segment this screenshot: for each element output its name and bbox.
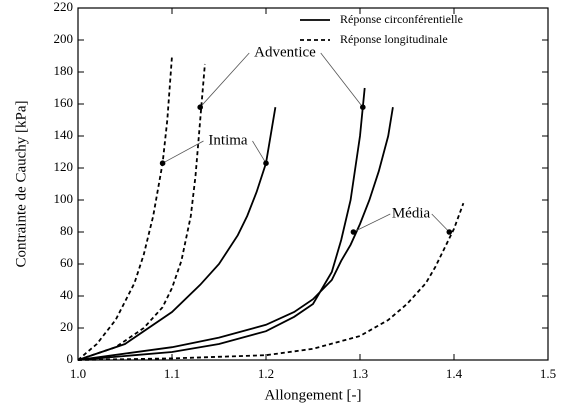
- annotation-point: [360, 104, 366, 110]
- x-tick-label: 1.5: [540, 366, 556, 381]
- plot-frame: [77, 7, 549, 361]
- y-tick-label: 40: [60, 287, 73, 302]
- leader-line: [320, 52, 364, 108]
- x-axis-label: Allongement [-]: [264, 387, 361, 403]
- y-tick-label: 140: [54, 127, 74, 142]
- curve: [77, 107, 277, 361]
- curve: [77, 107, 394, 361]
- leader-line: [199, 52, 250, 108]
- y-tick-label: 20: [60, 319, 73, 334]
- y-tick-label: 80: [60, 223, 73, 238]
- annotation-point: [159, 160, 166, 166]
- y-tick-label: 160: [54, 95, 74, 110]
- leader-line: [353, 213, 391, 233]
- annotation-point: [350, 229, 357, 235]
- x-tick-label: 1.2: [258, 366, 274, 381]
- y-tick-label: 0: [67, 351, 74, 366]
- annotation-label: Adventice: [254, 44, 316, 60]
- y-tick-label: 220: [54, 0, 74, 14]
- annotation-point: [263, 160, 269, 166]
- y-tick-label: 180: [54, 63, 74, 78]
- curve: [77, 55, 173, 361]
- annotation-point: [446, 229, 453, 235]
- curve: [77, 63, 206, 361]
- x-tick-label: 1.4: [446, 366, 463, 381]
- leader-line: [252, 140, 267, 164]
- y-tick-label: 60: [60, 255, 73, 270]
- legend-label: Réponse circonférentielle: [340, 12, 463, 26]
- curve: [77, 87, 366, 361]
- annotation-label: Média: [392, 205, 431, 221]
- legend-label: Réponse longitudinale: [340, 32, 448, 46]
- y-axis-label: Contrainte de Cauchy [kPa]: [13, 100, 29, 267]
- annotation-point: [197, 104, 203, 110]
- leader-line: [162, 140, 204, 164]
- x-tick-label: 1.0: [70, 366, 86, 381]
- y-tick-label: 200: [54, 31, 74, 46]
- x-tick-label: 1.3: [352, 366, 368, 381]
- y-tick-label: 100: [54, 191, 74, 206]
- x-tick-label: 1.1: [164, 366, 180, 381]
- annotation-label: Intima: [208, 132, 247, 148]
- y-tick-label: 120: [54, 159, 74, 174]
- leader-line: [431, 213, 450, 233]
